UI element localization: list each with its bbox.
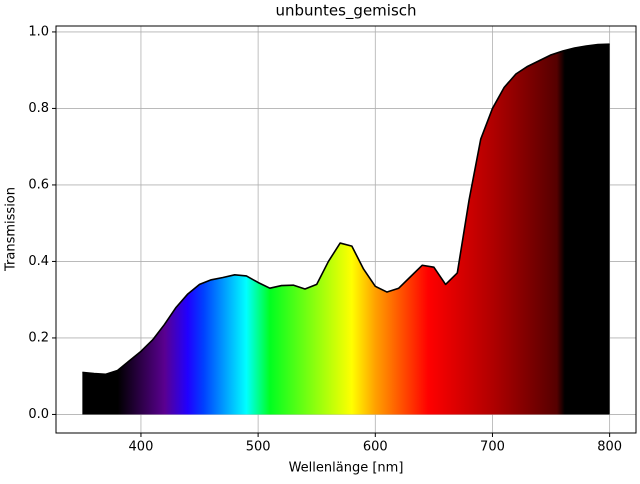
y-tick-label: 0.0	[28, 407, 49, 422]
chart-title: unbuntes_gemisch	[275, 2, 416, 21]
axes-frame	[55, 25, 637, 434]
y-tick-label: 0.8	[28, 101, 49, 116]
transmission-line	[82, 43, 610, 376]
plot	[82, 43, 610, 415]
y-tick-label: 0.4	[28, 254, 49, 269]
x-tick-label: 600	[363, 440, 388, 455]
y-tick-label: 0.6	[28, 177, 49, 192]
x-axis-label: Wellenlänge [nm]	[289, 461, 404, 476]
x-tick-label: 500	[246, 440, 271, 455]
x-tick-label: 400	[129, 440, 154, 455]
y-tick-label: 0.2	[28, 330, 49, 345]
x-tick-label: 700	[480, 440, 505, 455]
y-tick-label: 1.0	[28, 24, 49, 39]
y-axis-label: Transmission	[4, 187, 19, 272]
spectrum-area	[82, 44, 610, 415]
x-tick-label: 800	[597, 440, 622, 455]
